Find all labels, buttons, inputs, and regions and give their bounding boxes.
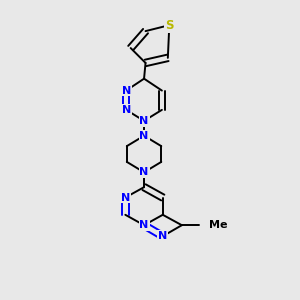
Text: N: N [140, 131, 149, 141]
Text: N: N [140, 167, 149, 177]
Text: N: N [140, 220, 149, 230]
Text: N: N [122, 105, 131, 115]
Text: N: N [122, 85, 131, 96]
Text: Me: Me [209, 220, 228, 230]
Text: N: N [140, 116, 149, 126]
Text: N: N [158, 231, 167, 241]
Text: N: N [121, 193, 130, 202]
Text: S: S [165, 19, 174, 32]
